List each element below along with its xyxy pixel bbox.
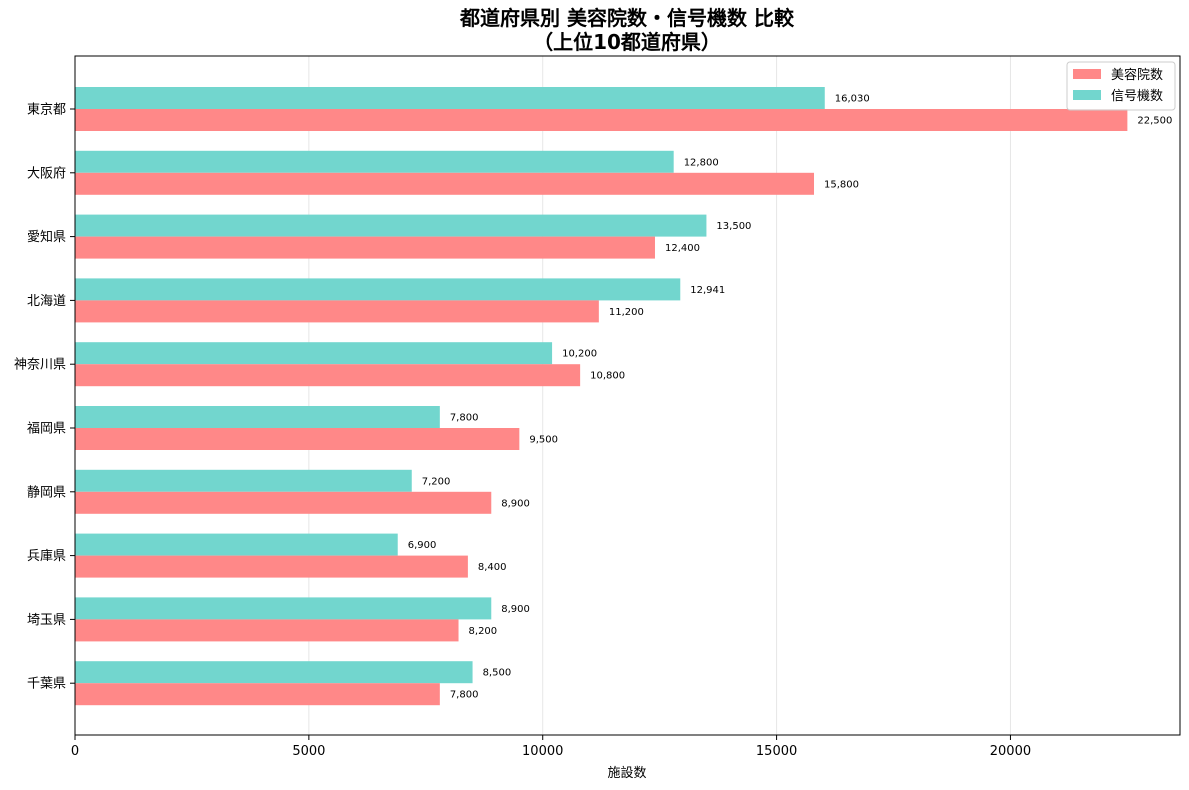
data-label-beauty-salons: 8,900 <box>501 498 530 509</box>
data-label-beauty-salons: 10,800 <box>590 371 625 382</box>
x-axis-ticks: 0 5000 10000 15000 20000 <box>71 735 1031 759</box>
data-label-traffic-signals: 13,500 <box>716 221 751 232</box>
bar-traffic-signals <box>75 533 398 556</box>
data-label-traffic-signals: 12,800 <box>684 157 719 168</box>
data-label-traffic-signals: 12,941 <box>690 285 725 296</box>
data-label-beauty-salons: 22,500 <box>1137 116 1172 127</box>
bar-traffic-signals <box>75 661 473 684</box>
x-tick-label: 0 <box>71 744 79 759</box>
y-tick-label: 福岡県 <box>27 422 66 437</box>
plot-frame <box>74 55 1181 736</box>
data-label-beauty-salons: 9,500 <box>529 435 558 446</box>
bar-traffic-signals <box>75 597 492 620</box>
bar-traffic-signals <box>75 406 440 428</box>
data-labels: 16,030 22,500 12,800 15,800 13,500 12,400 12,9… <box>408 94 1173 701</box>
bar-beauty-salons <box>75 683 440 706</box>
legend: 美容院数 信号機数 <box>1066 61 1176 111</box>
legend-swatch-beauty-salons <box>1073 69 1101 79</box>
bar-beauty-salons <box>75 364 581 387</box>
bar-traffic-signals <box>75 278 681 301</box>
data-label-traffic-signals: 7,200 <box>422 476 451 487</box>
bar-beauty-salons <box>75 428 520 450</box>
y-tick-label: 愛知県 <box>27 229 66 245</box>
x-tick-label: 20000 <box>990 744 1031 759</box>
bars <box>75 87 1128 706</box>
bar-beauty-salons <box>75 491 492 514</box>
data-label-traffic-signals: 10,200 <box>562 349 597 360</box>
x-tick-label: 15000 <box>756 744 797 759</box>
bar-traffic-signals <box>75 342 553 365</box>
y-tick-label: 大阪府 <box>27 166 66 181</box>
bar-beauty-salons <box>75 619 459 642</box>
x-tick-label: 10000 <box>522 744 563 759</box>
data-label-traffic-signals: 16,030 <box>835 94 870 105</box>
bar-beauty-salons <box>75 172 815 195</box>
y-tick-label: 東京都 <box>27 102 66 118</box>
bar-traffic-signals <box>75 469 412 492</box>
data-label-beauty-salons: 15,800 <box>824 179 859 190</box>
y-tick-label: 神奈川県 <box>14 358 66 373</box>
data-label-beauty-salons: 12,400 <box>665 243 700 254</box>
y-tick-label: 兵庫県 <box>27 549 66 564</box>
data-label-traffic-signals: 6,900 <box>408 540 437 551</box>
bar-beauty-salons <box>75 555 468 578</box>
y-tick-label: 北海道 <box>27 294 66 309</box>
legend-label-traffic-signals: 信号機数 <box>1111 89 1163 104</box>
y-tick-label: 千葉県 <box>27 677 66 692</box>
legend-label-beauty-salons: 美容院数 <box>1111 67 1163 83</box>
bar-traffic-signals <box>75 150 674 173</box>
data-label-beauty-salons: 7,800 <box>450 690 479 701</box>
legend-swatch-traffic-signals <box>1073 90 1101 100</box>
data-label-traffic-signals: 7,800 <box>450 413 479 424</box>
data-label-beauty-salons: 11,200 <box>609 307 644 318</box>
bar-beauty-salons <box>75 236 655 259</box>
y-tick-label: 静岡県 <box>27 485 66 500</box>
bar-traffic-signals <box>75 87 825 109</box>
bar-traffic-signals <box>75 214 707 237</box>
y-tick-label: 埼玉県 <box>27 613 66 628</box>
data-label-beauty-salons: 8,400 <box>478 562 507 573</box>
data-label-traffic-signals: 8,500 <box>483 668 512 679</box>
x-tick-label: 5000 <box>292 744 325 759</box>
chart-title-line1: 都道府県別 美容院数・信号機数 比較 <box>459 6 795 30</box>
bar-beauty-salons <box>75 300 599 323</box>
data-label-beauty-salons: 8,200 <box>469 626 498 637</box>
bar-beauty-salons <box>75 109 1128 131</box>
chart-title-line2: （上位10都道府県） <box>533 30 721 54</box>
x-axis-label: 施設数 <box>607 765 646 781</box>
data-label-traffic-signals: 8,900 <box>501 604 530 615</box>
